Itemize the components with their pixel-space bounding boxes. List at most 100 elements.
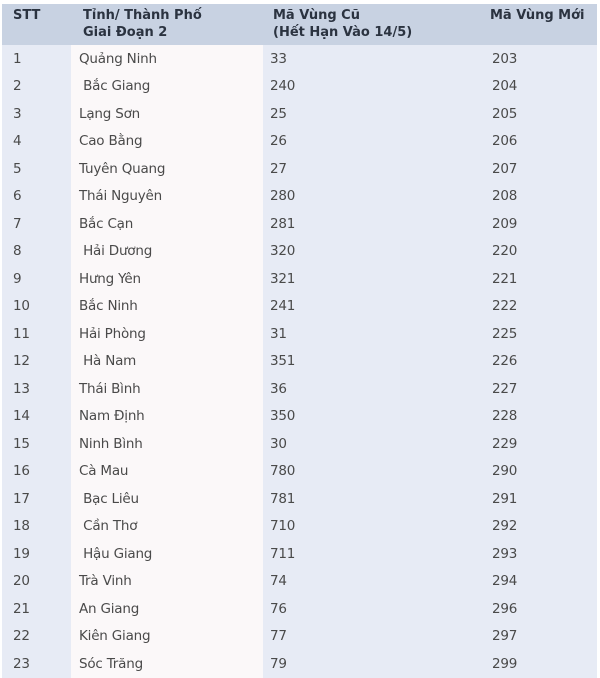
- stt-cell: 1: [2, 45, 71, 73]
- table-row: 10 Bắc Ninh 241 222: [2, 292, 597, 320]
- stt-cell: 15: [2, 430, 71, 458]
- old-code-cell: 26: [263, 127, 483, 155]
- province-cell: Cà Mau: [71, 457, 263, 485]
- new-code-cell: 292: [483, 512, 597, 540]
- stt-cell: 10: [2, 292, 71, 320]
- new-code-cell: 290: [483, 457, 597, 485]
- table-row: 5 Tuyên Quang 27 207: [2, 155, 597, 183]
- old-code-cell: 74: [263, 567, 483, 595]
- old-code-cell: 77: [263, 622, 483, 650]
- stt-cell: 14: [2, 402, 71, 430]
- stt-cell: 19: [2, 540, 71, 568]
- province-cell: Hưng Yên: [71, 265, 263, 293]
- table-row: 16 Cà Mau 780 290: [2, 457, 597, 485]
- province-cell: An Giang: [71, 595, 263, 623]
- new-code-cell: 229: [483, 430, 597, 458]
- old-code-cell: 781: [263, 485, 483, 513]
- old-code-cell: 710: [263, 512, 483, 540]
- new-code-cell: 299: [483, 650, 597, 678]
- province-cell: Hải Phòng: [71, 320, 263, 348]
- table-row: 14 Nam Định 350 228: [2, 402, 597, 430]
- province-cell: Cao Bằng: [71, 127, 263, 155]
- province-cell: Bắc Ninh: [71, 292, 263, 320]
- old-code-cell: 281: [263, 210, 483, 238]
- table-row: 18 Cần Thơ 710 292: [2, 512, 597, 540]
- stt-cell: 17: [2, 485, 71, 513]
- area-code-table: STT Tỉnh/ Thành Phố Giai Đoạn 2 Mã Vùng …: [2, 4, 597, 678]
- old-code-cell: 25: [263, 100, 483, 128]
- stt-cell: 21: [2, 595, 71, 623]
- table-row: 13 Thái Bình 36 227: [2, 375, 597, 403]
- table-row: 1 Quảng Ninh 33 203: [2, 45, 597, 73]
- province-cell: Sóc Trăng: [71, 650, 263, 678]
- old-code-cell: 31: [263, 320, 483, 348]
- province-cell: Lạng Sơn: [71, 100, 263, 128]
- new-code-cell: 203: [483, 45, 597, 73]
- stt-cell: 6: [2, 182, 71, 210]
- province-cell: Cần Thơ: [71, 512, 263, 540]
- new-code-cell: 225: [483, 320, 597, 348]
- province-cell: Hà Nam: [71, 347, 263, 375]
- province-cell: Hậu Giang: [71, 540, 263, 568]
- province-cell: Thái Nguyên: [71, 182, 263, 210]
- table-row: 6 Thái Nguyên 280 208: [2, 182, 597, 210]
- old-code-cell: 320: [263, 237, 483, 265]
- old-code-cell: 350: [263, 402, 483, 430]
- new-code-cell: 296: [483, 595, 597, 623]
- province-cell: Thái Bình: [71, 375, 263, 403]
- new-code-cell: 207: [483, 155, 597, 183]
- table-row: 4 Cao Bằng 26 206: [2, 127, 597, 155]
- new-code-cell: 294: [483, 567, 597, 595]
- old-code-cell: 240: [263, 72, 483, 100]
- header-new-code: Mã Vùng Mới: [483, 4, 597, 45]
- province-cell: Bắc Cạn: [71, 210, 263, 238]
- table-row: 9 Hưng Yên 321 221: [2, 265, 597, 293]
- stt-cell: 20: [2, 567, 71, 595]
- old-code-cell: 27: [263, 155, 483, 183]
- table-row: 21 An Giang 76 296: [2, 595, 597, 623]
- province-cell: Hải Dương: [71, 237, 263, 265]
- new-code-cell: 228: [483, 402, 597, 430]
- old-code-cell: 33: [263, 45, 483, 73]
- old-code-cell: 711: [263, 540, 483, 568]
- table-row: 3 Lạng Sơn 25 205: [2, 100, 597, 128]
- table-row: 2 Bắc Giang 240 204: [2, 72, 597, 100]
- new-code-cell: 205: [483, 100, 597, 128]
- table-row: 15 Ninh Bình 30 229: [2, 430, 597, 458]
- new-code-cell: 226: [483, 347, 597, 375]
- old-code-cell: 30: [263, 430, 483, 458]
- table-row: 22 Kiên Giang 77 297: [2, 622, 597, 650]
- new-code-cell: 220: [483, 237, 597, 265]
- new-code-cell: 293: [483, 540, 597, 568]
- stt-cell: 7: [2, 210, 71, 238]
- stt-cell: 16: [2, 457, 71, 485]
- old-code-cell: 36: [263, 375, 483, 403]
- province-cell: Nam Định: [71, 402, 263, 430]
- old-code-cell: 79: [263, 650, 483, 678]
- new-code-cell: 222: [483, 292, 597, 320]
- stt-cell: 18: [2, 512, 71, 540]
- province-cell: Kiên Giang: [71, 622, 263, 650]
- stt-cell: 13: [2, 375, 71, 403]
- new-code-cell: 297: [483, 622, 597, 650]
- table-row: 11 Hải Phòng 31 225: [2, 320, 597, 348]
- header-old-code: Mã Vùng Cũ (Hết Hạn Vào 14/5): [263, 4, 483, 45]
- new-code-cell: 227: [483, 375, 597, 403]
- province-cell: Quảng Ninh: [71, 45, 263, 73]
- stt-cell: 5: [2, 155, 71, 183]
- stt-cell: 4: [2, 127, 71, 155]
- table-row: 17 Bạc Liêu 781 291: [2, 485, 597, 513]
- header-province: Tỉnh/ Thành Phố Giai Đoạn 2: [71, 4, 263, 45]
- new-code-cell: 206: [483, 127, 597, 155]
- old-code-cell: 241: [263, 292, 483, 320]
- stt-cell: 11: [2, 320, 71, 348]
- table-row: 23 Sóc Trăng 79 299: [2, 650, 597, 678]
- province-cell: Trà Vinh: [71, 567, 263, 595]
- old-code-cell: 321: [263, 265, 483, 293]
- province-cell: Bạc Liêu: [71, 485, 263, 513]
- new-code-cell: 291: [483, 485, 597, 513]
- new-code-cell: 209: [483, 210, 597, 238]
- stt-cell: 23: [2, 650, 71, 678]
- stt-cell: 2: [2, 72, 71, 100]
- province-cell: Tuyên Quang: [71, 155, 263, 183]
